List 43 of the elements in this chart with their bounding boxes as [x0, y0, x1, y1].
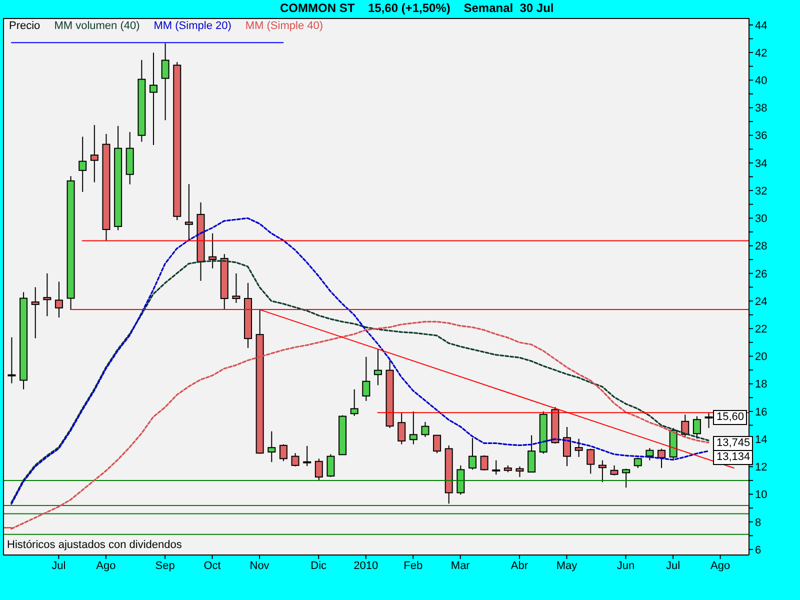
y-tick-label: 20: [755, 351, 768, 364]
x-tick-label: Mar: [450, 560, 470, 572]
y-tick-label: 6: [755, 544, 762, 556]
annotation: 15,60: [713, 410, 748, 425]
y-tick-label: 38: [755, 102, 768, 115]
x-tick-label: Ago: [710, 560, 730, 572]
y-tick-label: 36: [755, 130, 768, 142]
y-tick-label: 12: [755, 462, 768, 474]
x-tick-label: May: [556, 560, 578, 572]
x-tick-label: 2010: [354, 560, 378, 572]
x-tick-label: Feb: [404, 560, 423, 572]
x-tick-label: Jul: [52, 560, 66, 572]
text: MM volumen (40): [54, 20, 140, 32]
y-tick-label: 34: [755, 158, 768, 170]
x-tick-label: Oct: [204, 560, 221, 572]
x-tick-label: Dic: [310, 560, 328, 572]
x-tick-label: Ago: [96, 560, 116, 572]
y-tick-label: 16: [755, 406, 768, 418]
y-tick-label: 14: [755, 434, 768, 446]
annotation: 13,745: [713, 436, 754, 451]
y-tick-label: 8: [755, 516, 762, 529]
text: MM (Simple 40): [245, 20, 324, 32]
y-tick-label: 18: [755, 378, 768, 391]
x-tick-label: Abr: [510, 560, 528, 572]
annotation: Históricos ajustados con dividendos: [7, 539, 182, 551]
y-tick-label: 22: [755, 324, 768, 336]
y-tick-label: 10: [755, 489, 768, 502]
y-tick-label: 30: [755, 213, 768, 226]
y-tick-label: 24: [755, 296, 768, 308]
text: Precio: [9, 20, 40, 32]
x-tick-label: Jul: [666, 560, 680, 572]
text: MM (Simple 20): [154, 20, 232, 32]
y-tick-label: 32: [755, 185, 768, 198]
y-tick-label: 40: [755, 75, 768, 88]
chart-title: COMMON ST 15,60 (+1,50%) Semanal 30 Jul: [280, 1, 554, 15]
annotation: 13,134: [713, 450, 754, 465]
x-tick-label: Nov: [250, 560, 270, 572]
x-tick-label: Sep: [155, 560, 175, 572]
y-tick-label: 26: [755, 268, 768, 280]
y-tick-label: 44: [755, 20, 768, 32]
y-tick-label: 42: [755, 47, 768, 60]
y-tick-label: 28: [755, 240, 768, 253]
x-tick-label: Jun: [616, 560, 635, 572]
